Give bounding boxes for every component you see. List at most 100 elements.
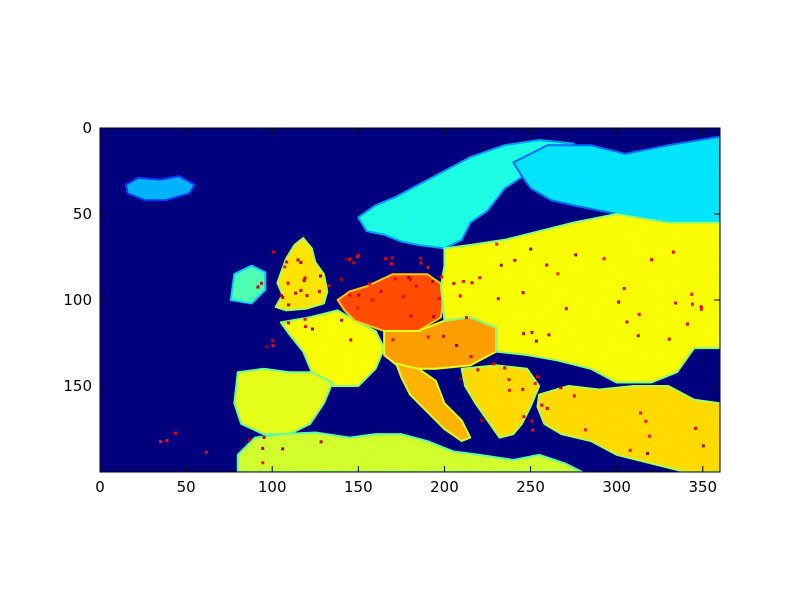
hotspot [693,426,697,430]
hotspot [285,260,289,264]
hotspot [699,307,703,311]
hotspot [271,339,275,343]
hotspot [393,277,397,281]
x-tick-label: 0 [95,478,105,496]
hotspot [259,281,263,285]
hotspot [281,447,285,451]
hotspot [368,282,372,286]
hotspot [310,327,314,331]
hotspot [671,250,675,254]
hotspot [556,272,560,276]
hotspot [419,256,423,260]
hotspot [349,338,353,342]
hotspot [529,247,533,251]
x-tick-label: 300 [602,478,631,496]
x-tick-label: 200 [430,478,459,496]
hotspot [287,303,291,307]
hotspot [521,291,525,295]
hotspot [339,277,343,281]
hotspot [547,333,551,337]
hotspot [407,275,411,279]
hotspot [265,345,269,349]
y-tick-label: 0 [82,119,92,137]
hotspot [440,275,444,279]
x-tick-label: 100 [258,478,287,496]
hotspot [480,418,484,422]
hotspot [391,338,395,342]
hotspot [286,321,290,325]
hotspot [639,411,643,415]
hotspot [390,256,394,260]
x-tick-label: 50 [177,478,196,496]
y-tick-label: 150 [63,377,92,395]
hotspot [327,284,331,288]
hotspot [286,281,290,285]
hotspot [346,257,350,261]
hotspot [690,302,694,306]
plot-area [100,128,720,472]
hotspot [495,242,499,246]
hotspot [522,332,526,336]
hotspot [437,296,441,300]
hotspot [431,280,435,284]
hotspot [261,461,265,465]
hotspot [317,289,321,293]
hotspot [409,314,413,318]
x-tick-label: 350 [688,478,717,496]
hotspot [667,337,671,341]
texture-overlay [100,128,720,472]
hotspot [296,258,300,262]
hotspot [165,439,169,443]
hotspot [492,362,496,366]
hotspot [302,278,306,282]
hotspot [564,307,568,311]
hotspot [299,289,303,293]
hotspot [351,261,355,265]
hotspot [559,386,563,390]
hotspot [408,277,412,281]
x-tick-label: 250 [516,478,545,496]
hotspot [522,415,526,419]
hotspot [637,312,641,316]
hotspot [534,339,538,343]
y-tick-label: 100 [63,291,92,309]
hotspot [299,260,303,264]
hotspot [370,298,374,302]
hotspot [470,281,474,285]
hotspot [536,375,540,379]
hotspot [503,366,507,370]
hotspot [383,257,387,261]
hotspot [545,263,549,267]
hotspot [459,377,463,381]
hotspot [574,253,578,257]
hotspot [303,317,307,321]
hotspot [452,281,456,285]
hotspot [650,258,654,262]
hotspot [674,301,678,305]
hotspot [271,343,275,347]
hotspot [583,428,587,432]
hotspot [389,262,393,266]
hotspot [545,407,549,411]
hotspot [401,295,405,299]
hotspot [533,381,537,385]
hotspot [699,305,703,309]
hotspot [262,435,266,439]
y-axis: 0 50 100 150 [63,119,720,395]
hotspot [426,335,430,339]
hotspot [283,265,287,269]
hotspot [414,284,418,288]
hotspot [442,334,446,338]
hotspot [513,258,517,262]
hotspots [159,242,705,465]
hotspot [572,394,576,398]
hotspot [356,306,360,310]
hotspot [625,320,629,324]
hotspot [357,293,361,297]
hotspot [464,316,468,320]
hotspot [348,293,352,297]
x-axis: 0 50 100 150 200 250 300 350 [95,128,717,496]
hotspot [281,296,285,300]
hotspot [319,440,323,444]
